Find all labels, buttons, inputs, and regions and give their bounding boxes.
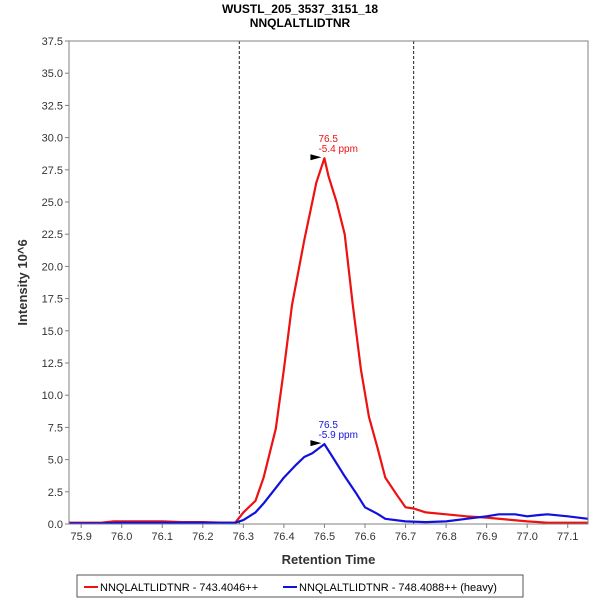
peak-marker-1 [310,154,322,161]
peak-annotation-2-line-2: -5.9 ppm [318,430,357,441]
legend-box [76,574,524,598]
x-tick-label: 75.9 [70,531,91,543]
x-tick-label: 76.4 [273,531,294,543]
x-tick-label: 76.9 [476,531,497,543]
x-tick-label: 76.1 [152,531,173,543]
axes: 75.9 76.0 76.1 76.2 76.3 76.4 76.5 76.6 76.7 76.8… [42,36,579,543]
x-tick-label: 76.8 [435,531,456,543]
x-tick-label: 76.2 [192,531,213,543]
y-tick-label: 22.5 [42,229,63,241]
peak-marker-2 [310,440,322,447]
y-tick-label: 2.5 [48,487,63,499]
x-tick-label: 76.6 [354,531,375,543]
x-tick-label: 77.0 [516,531,537,543]
y-tick-label: 20.0 [42,261,63,273]
y-axis-label: Intensity 10^6 [15,239,30,325]
y-tick-label: 15.0 [42,326,63,338]
y-tick-label: 32.5 [42,100,63,112]
y-tick-label: 7.5 [48,422,63,434]
x-tick-label: 76.5 [314,531,335,543]
peak-annotation-2-line-1: 76.5 [318,420,338,431]
legend-label-2: NNQLALTLIDTNR - 748.4088++ (heavy) [299,582,497,594]
legend: NNQLALTLIDTNR - 743.4046++ NNQLALTLIDTNR … [76,574,524,598]
chart-title: WUSTL_205_3537_3151_18 [222,2,378,16]
x-tick-label: 77.1 [557,531,578,543]
x-tick-label: 76.0 [111,531,132,543]
x-axis-label: Retention Time [282,552,376,567]
y-tick-label: 37.5 [42,36,63,48]
peak-annotation-1-line-2: -5.4 ppm [318,144,357,155]
y-tick-label: 0.0 [48,519,63,531]
series-line-2 [69,443,589,525]
y-tick-label: 25.0 [42,197,63,209]
y-tick-label: 5.0 [48,455,63,467]
legend-label-1: NNQLALTLIDTNR - 743.4046++ [100,582,258,594]
y-tick-label: 17.5 [42,294,63,306]
y-tick-label: 30.0 [42,133,63,145]
plot-frame [68,40,589,525]
chart-subtitle: NNQLALTLIDTNR [250,16,351,30]
y-tick-label: 27.5 [42,165,63,177]
y-tick-label: 35.0 [42,68,63,80]
y-tick-label: 10.0 [42,390,63,402]
x-tick-label: 76.7 [395,531,416,543]
y-tick-label: 12.5 [42,358,63,370]
peak-annotation-1-line-1: 76.5 [318,134,338,145]
x-tick-label: 76.3 [233,531,254,543]
